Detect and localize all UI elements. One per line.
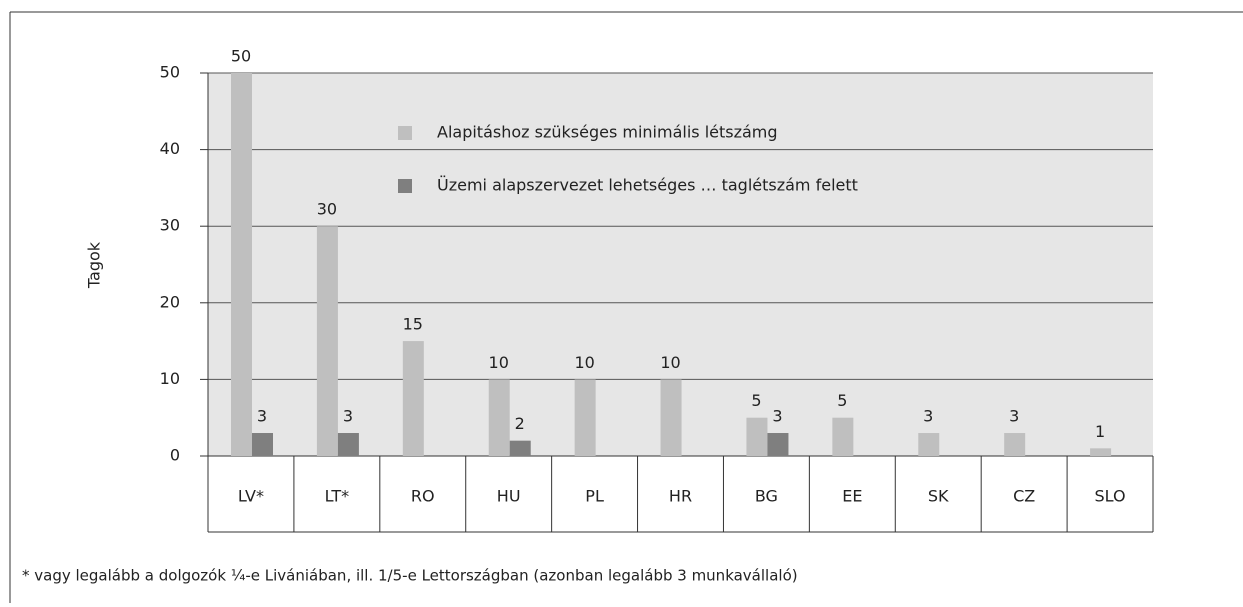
- x-tick-label: RO: [411, 487, 435, 506]
- bar: [1090, 448, 1112, 456]
- x-tick-label: EE: [842, 487, 862, 506]
- x-tick-label: LV*: [238, 487, 264, 506]
- data-label: 30: [317, 200, 337, 219]
- data-label: 15: [403, 315, 423, 334]
- x-tick-label: LT*: [325, 487, 349, 506]
- data-label: 3: [257, 407, 267, 426]
- bar: [1004, 433, 1026, 456]
- data-label: 3: [772, 407, 782, 426]
- bar: [660, 379, 682, 456]
- bar: [488, 379, 510, 456]
- bar: [231, 73, 252, 456]
- y-tick-label: 40: [160, 139, 180, 158]
- legend-label: Üzemi alapszervezet lehetséges … tagléts…: [437, 176, 858, 195]
- legend-swatch: [398, 179, 412, 193]
- y-tick-label: 10: [160, 369, 180, 388]
- bar: [574, 379, 596, 456]
- data-label: 3: [1009, 407, 1019, 426]
- y-tick-label: 50: [160, 63, 180, 82]
- x-tick-label: SK: [928, 487, 949, 506]
- data-label: 10: [489, 353, 509, 372]
- y-tick-label: 20: [160, 292, 180, 311]
- y-axis-label: Tagok: [85, 241, 104, 289]
- bar: [832, 417, 854, 456]
- bar: [337, 433, 359, 456]
- data-label: 1: [1095, 422, 1105, 441]
- data-label: 10: [660, 353, 680, 372]
- footnote: * vagy legalább a dolgozók ¼-e Livániába…: [22, 567, 798, 585]
- bar: [746, 417, 768, 456]
- bar: [402, 341, 424, 456]
- y-tick-label: 30: [160, 216, 180, 235]
- legend-swatch: [398, 126, 412, 140]
- data-label: 5: [837, 391, 847, 410]
- bar: [918, 433, 940, 456]
- x-tick-label: HU: [497, 487, 521, 506]
- x-tick-label: BG: [755, 487, 778, 506]
- legend-label: Alapitáshoz szükséges minimális létszámg: [437, 123, 778, 142]
- y-tick-label: 0: [170, 446, 180, 465]
- data-label: 50: [231, 47, 251, 66]
- data-label: 10: [574, 353, 594, 372]
- bar: [316, 226, 338, 456]
- data-label: 3: [343, 407, 353, 426]
- data-label: 5: [751, 391, 761, 410]
- data-label: 3: [923, 407, 933, 426]
- x-tick-label: PL: [585, 487, 604, 506]
- data-label: 2: [515, 414, 525, 433]
- bar: [509, 440, 531, 456]
- x-tick-label: HR: [669, 487, 692, 506]
- x-tick-label: CZ: [1013, 487, 1035, 506]
- x-tick-label: SLO: [1094, 487, 1125, 506]
- bar: [252, 433, 273, 456]
- bar: [767, 433, 789, 456]
